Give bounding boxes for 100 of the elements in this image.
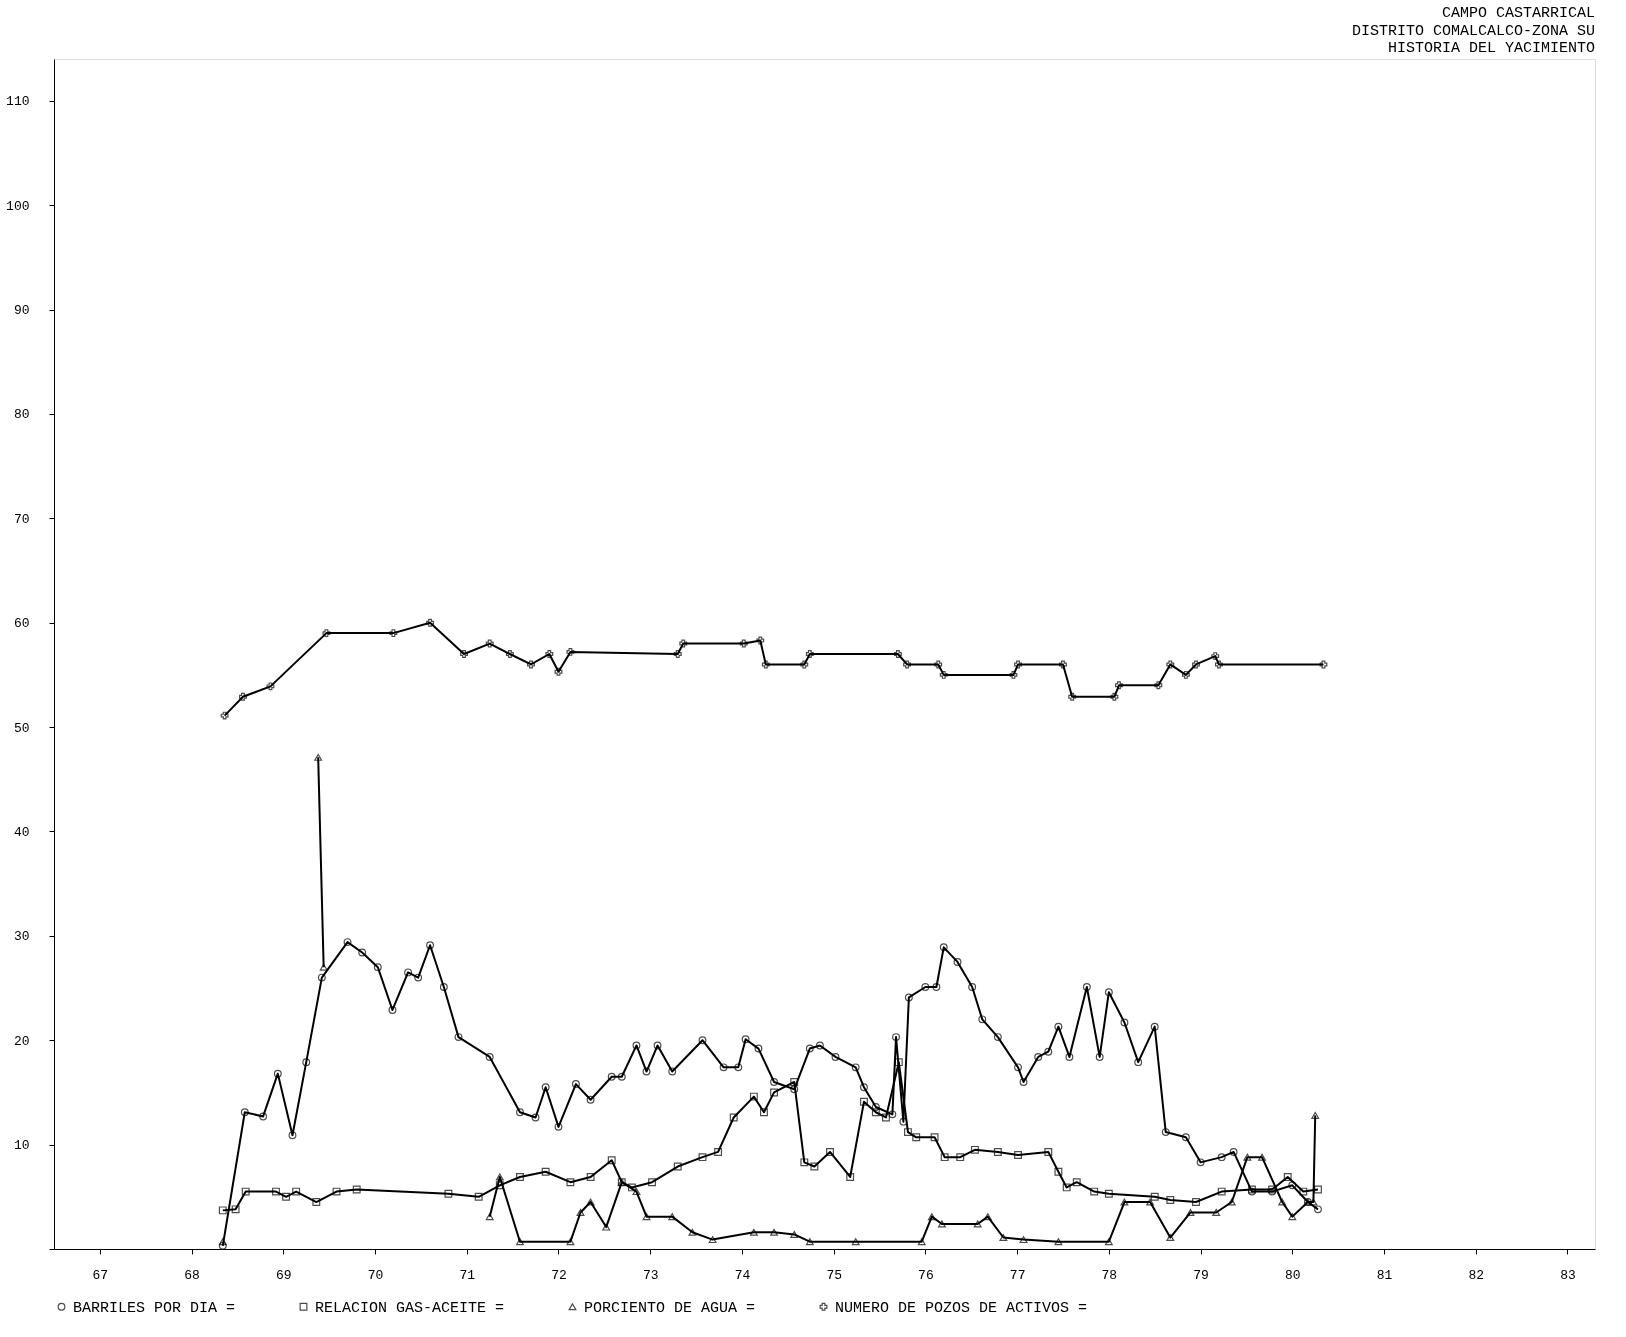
point (627, 1183, 636, 1192)
point (761, 660, 770, 669)
point (673, 1162, 682, 1171)
point (389, 629, 398, 638)
point (1104, 1238, 1113, 1246)
point (527, 660, 535, 669)
point (1110, 692, 1119, 701)
point (648, 1178, 657, 1187)
point (576, 1208, 585, 1216)
point (894, 1058, 903, 1067)
point (790, 1230, 799, 1238)
point (239, 692, 247, 701)
point (1268, 1185, 1277, 1194)
point (1314, 1185, 1322, 1194)
point (698, 1153, 707, 1162)
point (241, 1187, 250, 1196)
point (1059, 660, 1067, 669)
x-tick-label: 71 (459, 1267, 476, 1283)
point (218, 1238, 227, 1246)
legend-label: RELACION GAS-ACEITE = (315, 1299, 505, 1317)
y-tick-label: 20 (13, 1033, 30, 1049)
point (805, 650, 814, 658)
point (516, 1173, 524, 1181)
point (1192, 660, 1200, 669)
point (314, 753, 323, 761)
x-tick-label: 83 (1560, 1267, 1576, 1283)
point (1214, 660, 1223, 669)
point (770, 1228, 778, 1236)
point (904, 1128, 912, 1137)
point (1166, 1234, 1175, 1242)
x-tick-label: 76 (918, 1267, 934, 1283)
point (668, 1213, 677, 1221)
point (1311, 1111, 1320, 1119)
point (516, 1238, 524, 1246)
y-tick-label: 40 (13, 824, 30, 840)
point (1014, 1151, 1022, 1160)
point (673, 650, 682, 658)
point (1319, 660, 1328, 669)
point (566, 1238, 575, 1246)
point (1014, 660, 1022, 669)
point (739, 639, 748, 648)
point (912, 1133, 921, 1142)
point (983, 1213, 992, 1221)
point (1278, 1198, 1287, 1206)
point (1068, 692, 1077, 701)
y-tick-label: 30 (13, 929, 30, 945)
point (352, 1185, 361, 1194)
point (937, 1220, 946, 1228)
point (586, 1173, 595, 1181)
y-tick-label: 100 (6, 198, 30, 214)
point (602, 1223, 611, 1231)
point (495, 1173, 504, 1181)
point (851, 1238, 860, 1246)
y-tick-label: 70 (13, 511, 30, 527)
point (882, 1113, 890, 1122)
point (1150, 1192, 1159, 1201)
y-tick-label: 80 (13, 407, 30, 423)
point (993, 1147, 1002, 1156)
y-tick-label: 60 (13, 616, 30, 632)
point (319, 963, 328, 971)
y-tick-label: 90 (13, 303, 30, 319)
point (688, 1228, 697, 1236)
point (485, 1213, 494, 1221)
point (1090, 1187, 1099, 1196)
point (632, 1188, 641, 1196)
point (956, 1153, 965, 1162)
x-tick-label: 70 (367, 1267, 384, 1283)
point (426, 618, 435, 627)
point (903, 660, 912, 669)
point (1062, 1183, 1071, 1192)
x-tick-label: 81 (1376, 1267, 1393, 1283)
point (1166, 1195, 1175, 1204)
x-tick-label: 79 (1193, 1267, 1209, 1283)
x-tick-label: 73 (642, 1267, 659, 1283)
x-tick-label: 68 (184, 1267, 200, 1283)
point (1019, 1236, 1028, 1244)
point (826, 1147, 834, 1156)
point (218, 1206, 227, 1215)
point (1072, 1178, 1081, 1187)
point (927, 1213, 936, 1221)
point (810, 1162, 819, 1171)
point (1054, 1238, 1063, 1246)
x-tick-label: 78 (1101, 1267, 1118, 1283)
point (231, 1205, 240, 1214)
point (322, 629, 331, 638)
point (1114, 681, 1123, 690)
point (1303, 1198, 1312, 1206)
x-tick-label: 77 (1009, 1267, 1026, 1283)
point (1192, 1198, 1200, 1206)
point (292, 1187, 301, 1196)
x-tick-label: 72 (551, 1267, 567, 1283)
point (930, 1133, 939, 1142)
x-tick-label: 82 (1468, 1267, 1485, 1283)
point (1243, 1153, 1252, 1161)
point (1044, 1147, 1053, 1156)
point (708, 1236, 717, 1244)
x-tick-label: 75 (826, 1267, 842, 1283)
point (312, 1198, 321, 1206)
point (1283, 1173, 1292, 1181)
chart-title: CAMPO CASTARRICAL (1441, 5, 1595, 22)
